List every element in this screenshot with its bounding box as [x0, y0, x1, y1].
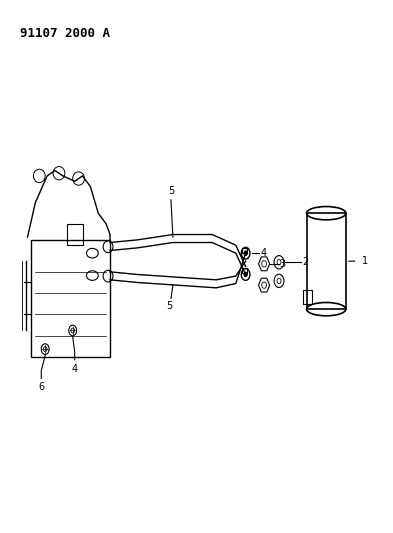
- Ellipse shape: [244, 272, 248, 277]
- Text: 5: 5: [168, 186, 174, 196]
- Text: 4: 4: [72, 364, 78, 374]
- Bar: [303, 290, 312, 304]
- Text: 3: 3: [279, 259, 285, 269]
- Text: 6: 6: [38, 382, 44, 392]
- Bar: [242, 268, 247, 273]
- Text: 91107 2000 A: 91107 2000 A: [20, 27, 110, 39]
- Ellipse shape: [244, 251, 248, 256]
- Text: 5: 5: [166, 301, 172, 311]
- Ellipse shape: [41, 344, 49, 354]
- Text: 1: 1: [362, 256, 368, 266]
- Text: 4: 4: [260, 248, 266, 258]
- Ellipse shape: [69, 325, 77, 336]
- Bar: [307, 213, 346, 309]
- Bar: [31, 240, 110, 357]
- Text: 2: 2: [302, 257, 308, 267]
- Bar: [67, 224, 83, 245]
- Bar: [242, 248, 247, 253]
